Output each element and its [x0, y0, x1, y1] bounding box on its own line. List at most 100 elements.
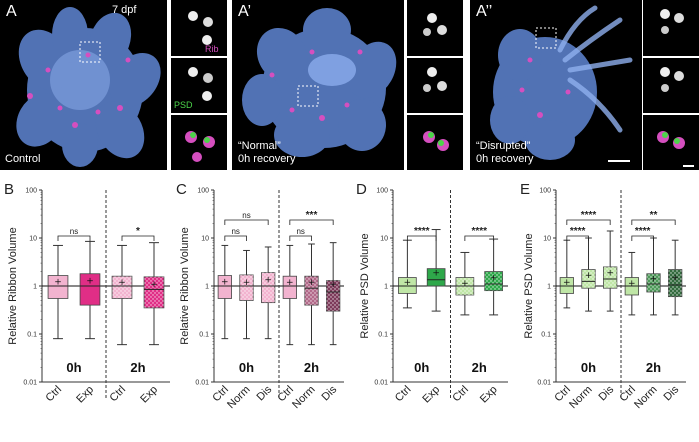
significance-label: ****: [414, 226, 430, 237]
box-exp: +: [79, 240, 101, 340]
inset-merge-control: [171, 115, 227, 170]
hair-cell-cluster-control: [16, 7, 161, 167]
inset-rib-disrupted: [643, 0, 699, 56]
mean-marker: +: [221, 277, 229, 287]
mean-marker: +: [432, 269, 440, 279]
box-body: [426, 268, 446, 287]
x-tick-label: Dis: [597, 383, 617, 403]
box-pattern: [326, 280, 340, 312]
box-pattern: [239, 274, 254, 301]
scale-bar: [608, 160, 630, 162]
box-exp: +: [143, 242, 165, 346]
box-body: [217, 275, 232, 299]
y-tick-label: 1: [384, 284, 388, 291]
group-label: 0h: [66, 360, 81, 375]
y-tick-label: 0.01: [537, 380, 551, 387]
y-tick-label: 100: [376, 188, 388, 195]
mean-marker: +: [118, 278, 126, 288]
y-axis-label: Relative PSD Volume: [359, 233, 371, 338]
mean-marker: +: [461, 279, 469, 289]
mean-marker: +: [585, 271, 593, 281]
y-tick-label: 0.1: [541, 332, 551, 339]
group-label: 0h: [581, 360, 596, 375]
y-tick-label: 1: [33, 284, 37, 291]
significance-bracket: [289, 235, 312, 241]
x-tick-label: Exp: [478, 384, 500, 406]
inset-rib-control: Rib: [171, 0, 227, 56]
significance-bracket: [631, 219, 676, 225]
box-norm: +: [239, 249, 254, 340]
box-pattern: [304, 276, 319, 306]
significance-bracket: [121, 235, 155, 241]
box-pattern: [668, 269, 682, 297]
mean-marker: +: [308, 278, 316, 288]
inset-psd-disrupted: [643, 58, 699, 113]
x-tick-label: Exp: [138, 384, 160, 406]
inset-scale-bar: [683, 165, 694, 167]
x-tick-label: Norm: [290, 384, 317, 411]
box-body: [398, 277, 417, 294]
mean-marker: +: [606, 269, 614, 279]
mean-marker: +: [286, 278, 294, 288]
inset-label-rib: Rib: [205, 44, 219, 54]
x-tick-label: Dis: [662, 383, 682, 403]
x-tick-label: Ctrl: [393, 384, 414, 405]
group-label: 2h: [130, 360, 145, 375]
x-tick-label: Exp: [74, 384, 96, 406]
y-axis-label: Relative Ribbon Volume: [7, 227, 19, 344]
mean-marker: +: [490, 274, 498, 284]
box-norm: +: [581, 237, 596, 312]
inset-rib-normal: [407, 0, 463, 56]
panel-label-a-double-prime: A’’: [476, 3, 493, 20]
box-body: [559, 277, 574, 294]
inset-merge-disrupted: [643, 115, 699, 170]
y-tick-label: 0.1: [199, 332, 209, 339]
significance-label: ns: [242, 211, 250, 220]
y-tick-label: 100: [539, 188, 551, 195]
y-tick-label: 10: [543, 236, 551, 243]
mean-marker: +: [563, 278, 571, 288]
significance-bracket: [224, 219, 269, 225]
box-dis: +: [261, 246, 276, 340]
y-tick-label: 10: [29, 236, 37, 243]
box-pattern: [144, 276, 164, 308]
x-tick-label: Dis: [255, 383, 275, 403]
inset-label-psd: PSD: [174, 100, 193, 110]
age-label: 7 dpf: [112, 4, 137, 16]
chart-d: D Relative PSD Volume 100 10 1 0.1 0.01 + Ctrl + E…: [356, 182, 508, 406]
group-label: 2h: [304, 360, 319, 375]
panel-label-e: E: [520, 182, 530, 198]
box-ctrl: +: [398, 239, 417, 309]
inset-psd-normal: [407, 58, 463, 113]
box-pattern: [646, 273, 661, 292]
panel-label-c: C: [176, 182, 187, 198]
significance-label: *: [136, 226, 140, 237]
y-axis-label: Relative PSD Volume: [523, 233, 535, 338]
box-body: [282, 275, 297, 299]
group-label: 2h: [646, 360, 661, 375]
significance-label: ****: [471, 226, 487, 237]
panel-label-d: D: [356, 182, 367, 198]
mean-marker: +: [54, 277, 62, 287]
box-ctrl: +: [282, 244, 297, 346]
box-ctrl: +: [624, 251, 639, 316]
x-tick-label: Norm: [567, 384, 594, 411]
x-tick-label: Dis: [320, 383, 340, 403]
mean-marker: +: [150, 280, 158, 290]
charts: B Relative Ribbon Volume 100 10 1 0.1 0.01 + Ctr…: [4, 182, 686, 411]
mean-marker: +: [650, 274, 658, 284]
inset-psd-control: PSD: [171, 58, 227, 113]
significance-bracket: [57, 235, 91, 241]
box-pattern: [603, 266, 617, 289]
y-tick-label: 10: [201, 236, 209, 243]
caption-normal: “Normal” 0h recovery: [238, 140, 296, 165]
group-label: 0h: [239, 360, 254, 375]
x-tick-label: Ctrl: [450, 384, 471, 405]
mean-marker: +: [243, 278, 251, 288]
micrograph-normal: A’ “Normal” 0h recovery: [232, 0, 404, 170]
box-ctrl: +: [47, 244, 69, 340]
significance-label: **: [650, 210, 658, 221]
group-label: 0h: [414, 360, 429, 375]
